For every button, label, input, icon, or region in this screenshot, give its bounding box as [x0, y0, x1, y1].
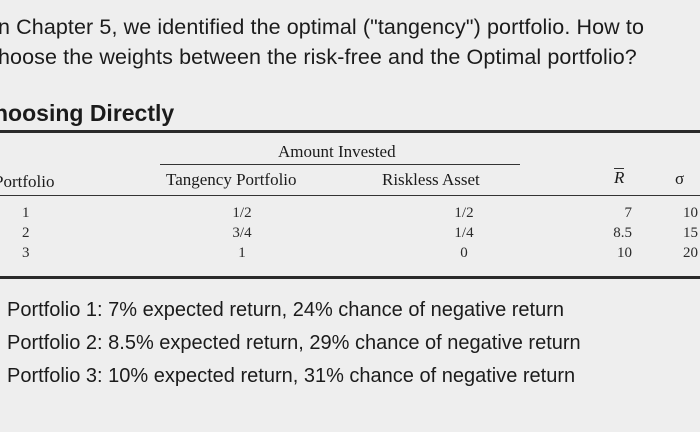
sigma-header: σ — [675, 169, 685, 188]
amount-invested-header: Amount Invested — [278, 142, 396, 161]
table-cell: 1 — [238, 245, 246, 261]
header-rule — [0, 195, 700, 197]
expected-return-column: 7 8.5 10 — [600, 203, 632, 263]
table-cell: 0 — [460, 245, 468, 261]
table-cell: 2 — [22, 225, 30, 241]
riskless-column: 1/2 1/4 0 — [444, 203, 484, 263]
r-bar-symbol: R — [614, 168, 625, 187]
table-cell: 7 — [624, 205, 633, 221]
table-cell: 1 — [22, 205, 30, 221]
portfolio-header: Portfolio — [0, 172, 55, 191]
riskless-asset-header: Riskless Asset — [382, 170, 480, 189]
intro-paragraph: n Chapter 5, we identified the optimal (… — [0, 12, 700, 72]
summary-line-1: Portfolio 1: 7% expected return, 24% cha… — [7, 299, 565, 321]
table-cell: 20 — [683, 245, 698, 261]
table-cell: 1/2 — [232, 205, 252, 221]
table-cell: 8.5 — [613, 225, 632, 241]
table-cell: 10 — [617, 245, 632, 261]
summary-line-3: Portfolio 3: 10% expected return, 31% ch… — [7, 365, 576, 387]
table-cell: 1/2 — [454, 205, 474, 221]
section-heading: hoosing Directly — [0, 100, 175, 126]
intro-line-1: n Chapter 5, we identified the optimal (… — [0, 15, 644, 39]
sigma-column: 10 15 20 — [666, 203, 698, 263]
table-cell: 3 — [22, 245, 30, 261]
portfolio-summary: Portfolio 1: 7% expected return, 24% cha… — [7, 294, 581, 393]
table-bottom-rule — [0, 276, 700, 279]
table-cell: 15 — [683, 225, 698, 241]
table-cell: 3/4 — [232, 225, 252, 241]
expected-return-header: R — [614, 168, 625, 188]
tangency-column: 1/2 3/4 1 — [222, 203, 262, 263]
summary-line-2: Portfolio 2: 8.5% expected return, 29% c… — [7, 332, 581, 354]
intro-line-2: hoose the weights between the risk-free … — [0, 45, 637, 69]
portfolio-column: 1 2 3 — [22, 203, 52, 263]
tangency-portfolio-header: Tangency Portfolio — [166, 170, 297, 189]
table-top-rule — [0, 130, 700, 133]
group-header-rule — [160, 164, 520, 166]
table-cell: 1/4 — [454, 225, 474, 241]
table-cell: 10 — [683, 205, 698, 221]
